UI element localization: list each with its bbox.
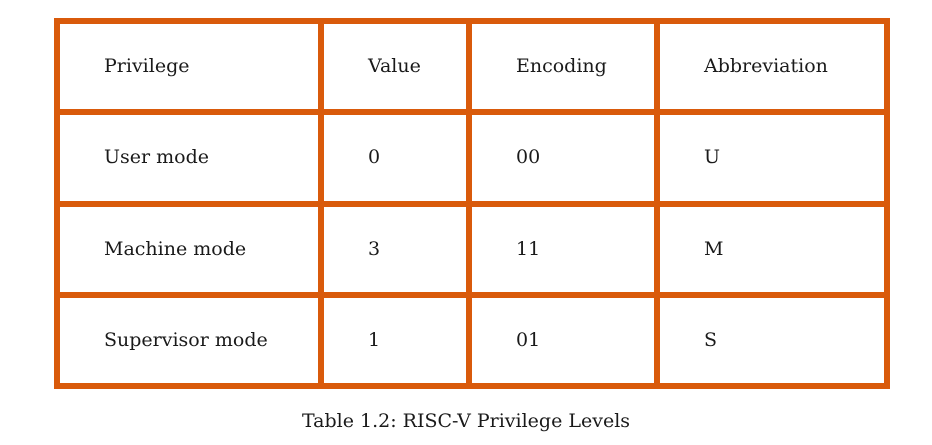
- header-cell-privilege: Privilege: [54, 17, 324, 116]
- table-row: Machine mode 3 11 M: [54, 200, 890, 298]
- cell-value: 3: [318, 200, 472, 298]
- cell-abbreviation: S: [654, 291, 890, 390]
- cell-encoding: 11: [466, 200, 660, 298]
- cell-privilege: Machine mode: [54, 200, 324, 298]
- cell-privilege: User mode: [54, 109, 324, 207]
- cell-privilege: Supervisor mode: [54, 291, 324, 390]
- table-caption: Table 1.2: RISC-V Privilege Levels: [301, 410, 631, 432]
- cell-value: 0: [318, 109, 472, 207]
- privilege-levels-table: Privilege Value Encoding Abbreviation Us…: [54, 17, 890, 390]
- header-cell-abbreviation: Abbreviation: [654, 17, 890, 116]
- cell-abbreviation: U: [654, 109, 890, 207]
- cell-encoding: 00: [466, 109, 660, 207]
- cell-encoding: 01: [466, 291, 660, 390]
- header-cell-encoding: Encoding: [466, 17, 660, 116]
- cell-value: 1: [318, 291, 472, 390]
- cell-abbreviation: M: [654, 200, 890, 298]
- privilege-levels-table-container: Privilege Value Encoding Abbreviation Us…: [54, 17, 890, 390]
- table-row: Supervisor mode 1 01 S: [54, 291, 890, 390]
- table-header-row: Privilege Value Encoding Abbreviation: [54, 17, 890, 116]
- header-cell-value: Value: [318, 17, 472, 116]
- table-row: User mode 0 00 U: [54, 109, 890, 207]
